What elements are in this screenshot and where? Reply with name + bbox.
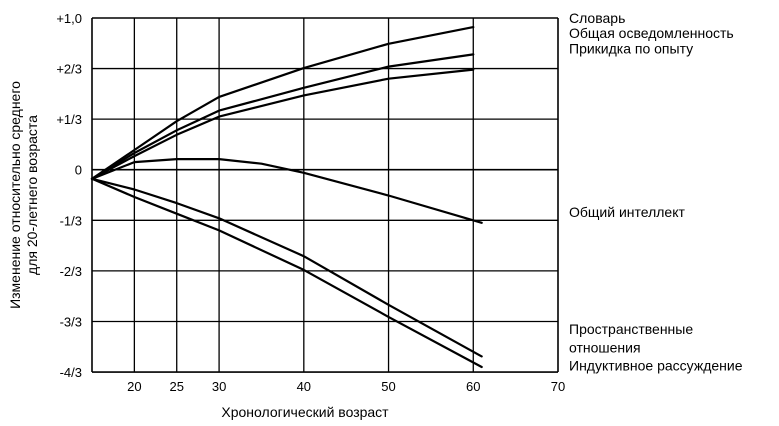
y-tick-label: -3/3 xyxy=(60,314,82,329)
x-tick-label: 70 xyxy=(551,379,565,394)
x-tick-label: 40 xyxy=(297,379,311,394)
legend-label: отношения xyxy=(569,339,641,355)
y-tick-label: 0 xyxy=(75,163,82,178)
y-tick-label: +1/3 xyxy=(56,112,82,127)
y-axis-label: Изменение относительно среднего для 20-ле… xyxy=(7,81,40,309)
x-tick-label: 60 xyxy=(466,379,480,394)
legend-label: Словарь xyxy=(569,10,625,26)
y-tick-label: -4/3 xyxy=(60,365,82,380)
x-tick-label: 25 xyxy=(169,379,183,394)
tick-labels: +1,0 +2/3 +1/3 0 -1/3 -2/3 -3/3 -4/3 20 25 30 40 50 6… xyxy=(56,11,565,394)
x-tick-label: 50 xyxy=(381,379,395,394)
y-tick-label: +1,0 xyxy=(56,11,82,26)
y-tick-label: +2/3 xyxy=(56,62,82,77)
series-line xyxy=(90,68,475,180)
legend-label: Пространственные xyxy=(569,321,693,337)
x-axis-label: Хронологический возраст xyxy=(221,404,389,420)
legend-label: Общий интеллект xyxy=(569,204,685,220)
series-line xyxy=(90,26,475,180)
grid xyxy=(91,17,559,373)
legend-label: Индуктивное рассуждение xyxy=(569,357,743,373)
legend-label: Общая осведомленность xyxy=(569,25,734,41)
series-line xyxy=(90,177,483,358)
y-tick-label: -2/3 xyxy=(60,264,82,279)
legend-label: Прикидка по опыту xyxy=(569,40,693,56)
y-tick-label: -1/3 xyxy=(60,213,82,228)
series-line xyxy=(90,53,475,180)
series-lines xyxy=(90,26,483,369)
series-line xyxy=(90,158,483,224)
y-axis-label-line: для 20-летнего возраста xyxy=(24,115,40,275)
y-axis-label-line: Изменение относительно среднего xyxy=(7,81,23,309)
series-line xyxy=(90,177,483,369)
x-tick-label: 20 xyxy=(127,379,141,394)
x-tick-label: 30 xyxy=(212,379,226,394)
